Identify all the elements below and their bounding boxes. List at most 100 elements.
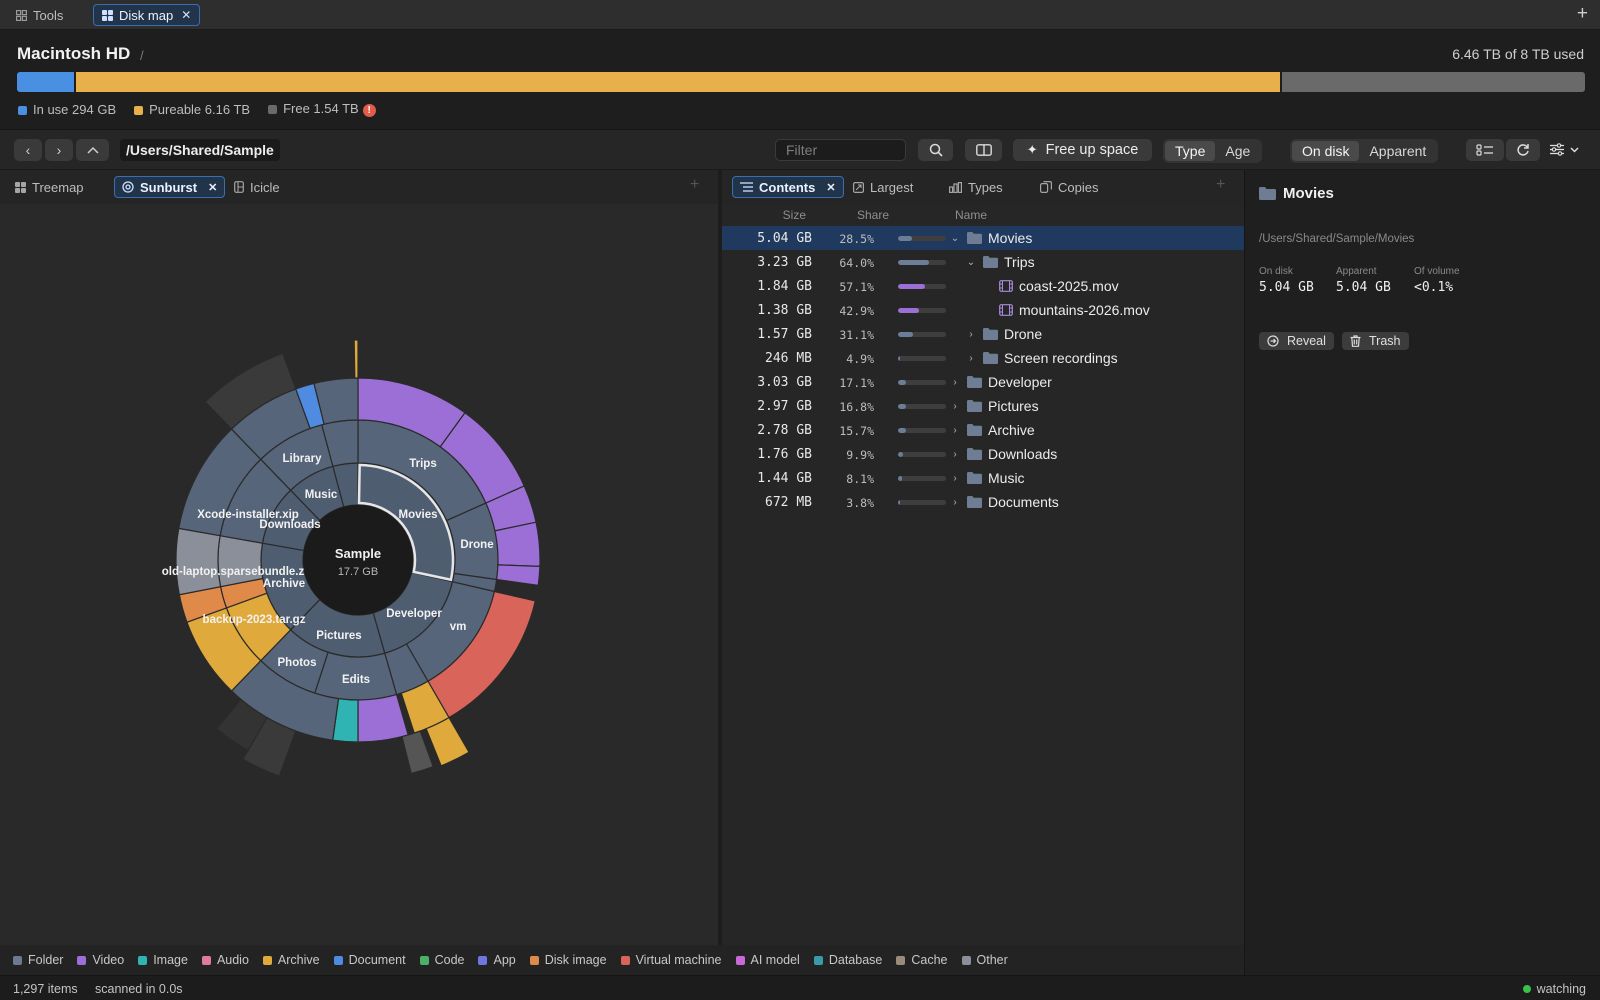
sunburst-label-photos: Photos [278, 657, 317, 669]
tab-disk-map-label: Disk map [119, 7, 174, 23]
tab-icicle[interactable]: Icicle [227, 176, 287, 198]
table-row[interactable]: 2.97 GB 16.8% › Pictures [722, 394, 1244, 418]
table-row[interactable]: 2.78 GB 15.7% › Archive [722, 418, 1244, 442]
list-options-button[interactable] [1466, 139, 1504, 161]
close-tab-icon[interactable]: ✕ [826, 181, 836, 194]
back-button[interactable]: ‹ [14, 139, 42, 161]
sunburst-selection-outline [357, 463, 455, 582]
chevron-right-icon[interactable]: › [969, 328, 973, 340]
tab-contents[interactable]: Contents ✕ [732, 176, 844, 198]
sunburst-segment-edits-video[interactable] [357, 693, 409, 743]
path-bar[interactable]: /Users/Shared/Sample [120, 139, 280, 161]
reveal-button[interactable]: Reveal [1259, 332, 1334, 350]
size-mode-apparent[interactable]: Apparent [1369, 143, 1427, 159]
folder-icon [967, 448, 982, 460]
tab-treemap[interactable]: Treemap [8, 176, 91, 198]
new-tab-button[interactable]: + [1576, 3, 1588, 24]
add-view-button[interactable]: + [690, 176, 700, 193]
sunburst-segment-sparsebundle[interactable] [217, 534, 264, 588]
column-name[interactable]: Name [955, 208, 988, 222]
table-row[interactable]: 1.76 GB 9.9% › Downloads [722, 442, 1244, 466]
sunburst-label-developer: Developer [386, 608, 442, 620]
sunburst-segment-outer-dev[interactable] [401, 730, 435, 775]
table-row[interactable]: 1.38 GB 42.9% mountains-2026.mov [722, 298, 1244, 322]
row-size: 1.84 GB [757, 279, 812, 294]
folder-icon [983, 256, 998, 268]
type-legend-label: Audio [216, 953, 249, 967]
chevron-right-icon[interactable]: › [953, 376, 957, 388]
row-name-cell: › Music [949, 470, 1024, 486]
tab-tools-label: Tools [33, 7, 64, 23]
table-row[interactable]: 672 MB 3.8% › Documents [722, 490, 1244, 514]
close-tab-icon[interactable]: ✕ [208, 181, 218, 194]
table-row[interactable]: 5.04 GB 28.5% ⌄ Movies [722, 226, 1244, 250]
row-share-bar [898, 500, 946, 505]
type-swatch [138, 956, 148, 965]
chevron-right-icon[interactable]: › [953, 424, 957, 436]
table-row[interactable]: 3.23 GB 64.0% ⌄ Trips [722, 250, 1244, 274]
chevron-right-icon[interactable]: › [953, 448, 957, 460]
up-button[interactable] [76, 139, 109, 161]
chevron-up-icon [86, 146, 99, 154]
sunburst-center[interactable] [303, 505, 413, 615]
search-button[interactable] [918, 139, 953, 161]
row-share-bar [898, 260, 946, 265]
sunburst-icon [122, 181, 134, 193]
folder-icon [967, 424, 982, 436]
column-share[interactable]: Share [857, 208, 890, 222]
table-row[interactable]: 246 MB 4.9% › Screen recordings [722, 346, 1244, 370]
tab-tools[interactable]: Tools [8, 4, 71, 26]
row-name-cell: › Documents [949, 494, 1058, 510]
chevron-right-icon[interactable]: › [953, 400, 957, 412]
size-mode-on-disk[interactable]: On disk [1292, 141, 1360, 161]
chevron-down-icon[interactable]: ⌄ [966, 256, 976, 268]
row-share-bar-fill [898, 404, 907, 409]
sunburst-segment-outer-tag[interactable] [353, 339, 359, 379]
close-tab-icon[interactable]: ✕ [181, 8, 192, 22]
warning-icon[interactable]: ! [362, 104, 376, 117]
forward-button[interactable]: › [45, 139, 73, 161]
chevron-right-icon[interactable]: › [953, 496, 957, 508]
pane-divider[interactable] [718, 170, 722, 945]
status-scan-time: scanned in 0.0s [95, 982, 183, 996]
tab-sunburst[interactable]: Sunburst ✕ [114, 176, 226, 198]
sunburst-segment-outer-archive[interactable] [425, 716, 470, 767]
row-share-bar-fill [898, 428, 906, 433]
sunburst-segment-outer-library[interactable] [204, 352, 297, 430]
rescan-button[interactable] [1506, 139, 1540, 161]
tab-contents-label: Contents [759, 179, 816, 195]
sunburst-segment-misc[interactable] [313, 377, 359, 425]
free-up-space-button[interactable]: ✦ Free up space [1013, 139, 1152, 161]
trash-button[interactable]: Trash [1342, 332, 1409, 350]
sunburst-label-music: Music [305, 489, 338, 501]
inspector-path[interactable]: /Users/Shared/Sample/Movies [1259, 233, 1415, 245]
color-by-age[interactable]: Age [1225, 143, 1251, 159]
row-size: 1.38 GB [757, 303, 812, 318]
table-row[interactable]: 1.57 GB 31.1% › Drone [722, 322, 1244, 346]
split-view-button[interactable] [965, 139, 1002, 161]
add-view-button[interactable]: + [1216, 176, 1226, 193]
column-headers: Size Share Name [722, 204, 1244, 226]
tab-types[interactable]: Types [942, 176, 1010, 198]
chevron-right-icon[interactable]: › [969, 352, 973, 364]
row-name: Drone [1004, 326, 1043, 342]
filter-input[interactable] [775, 139, 906, 161]
sunburst-segment-old-laptop[interactable] [175, 527, 222, 596]
sunburst-label-drone: Drone [460, 539, 493, 551]
chevron-right-icon[interactable]: › [953, 472, 957, 484]
row-size: 1.57 GB [757, 327, 812, 342]
tab-copies[interactable]: Copies [1033, 176, 1105, 198]
sunburst-segment-outer-photos-b[interactable] [215, 698, 268, 752]
row-name: Downloads [988, 446, 1058, 462]
table-row[interactable]: 1.44 GB 8.1% › Music [722, 466, 1244, 490]
sunburst-segment-drone-clip-c[interactable] [495, 564, 541, 587]
tab-disk-map[interactable]: Disk map ✕ [93, 4, 201, 26]
column-size[interactable]: Size [782, 208, 806, 222]
settings-menu-button[interactable] [1549, 143, 1579, 156]
tab-largest[interactable]: Largest [846, 176, 920, 198]
table-row[interactable]: 1.84 GB 57.1% coast-2025.mov [722, 274, 1244, 298]
table-row[interactable]: 3.03 GB 17.1% › Developer [722, 370, 1244, 394]
chevron-down-icon[interactable]: ⌄ [950, 232, 960, 244]
trash-icon [1350, 335, 1361, 347]
color-by-type[interactable]: Type [1165, 141, 1216, 161]
